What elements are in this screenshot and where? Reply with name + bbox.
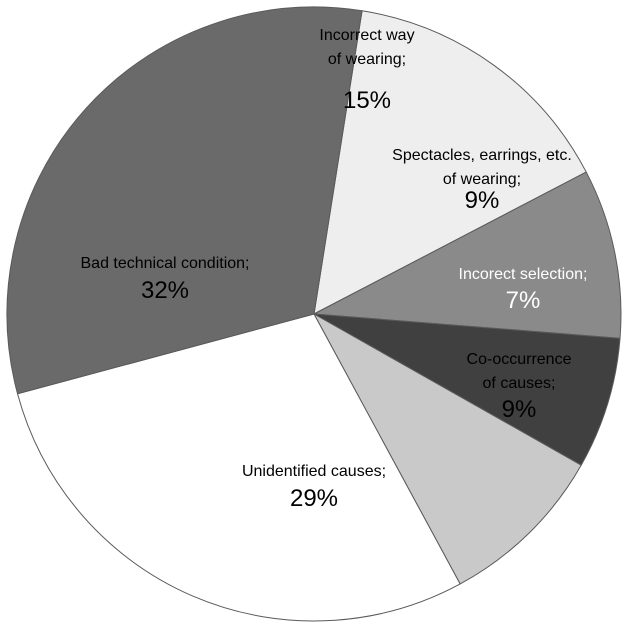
slice-category-label: Co-occurrence of causes; [467, 351, 572, 392]
slice-label-6: Bad technical condition; 32% [81, 255, 250, 304]
slice-percent-label: 9% [465, 187, 500, 214]
pie-slice-6 [6, 6, 363, 395]
slice-label-1: Incorrect way of wearing; 15% [319, 27, 414, 114]
pie-labels: Incorrect way of wearing; 15% Spectacles, e… [81, 27, 588, 512]
slice-label-2: Spectacles, earrings, etc. of wearing;9% [392, 147, 572, 214]
slice-label-5: Unidentified causes; 29% [242, 463, 386, 512]
slice-label-4: Co-occurrence of causes; 9% [467, 351, 572, 423]
slice-category-label: Spectacles, earrings, etc. of wearing; [392, 147, 572, 188]
slice-percent-label: 32% [141, 277, 189, 304]
pie-slice-2 [312, 171, 622, 339]
pie-slice-5 [16, 313, 461, 622]
slice-percent-label: 15% [343, 87, 391, 114]
slice-category-label: Incorect selection; [459, 266, 588, 283]
pie-slice-3 [313, 313, 621, 466]
slice-percent-label: 9% [502, 396, 537, 423]
slice-label-3: Incorect selection; 7% [459, 266, 588, 314]
slice-category-label: Incorrect way of wearing; [319, 27, 414, 68]
slice-category-label: Bad technical condition; [81, 255, 250, 272]
slice-percent-label: 29% [290, 485, 338, 512]
pie-slice-1 [313, 10, 587, 315]
slice-category-label: Unidentified causes; [242, 463, 386, 480]
pie-slice-4 [312, 312, 582, 585]
slice-percent-label: 7% [506, 287, 541, 314]
pie-slices [6, 6, 622, 622]
